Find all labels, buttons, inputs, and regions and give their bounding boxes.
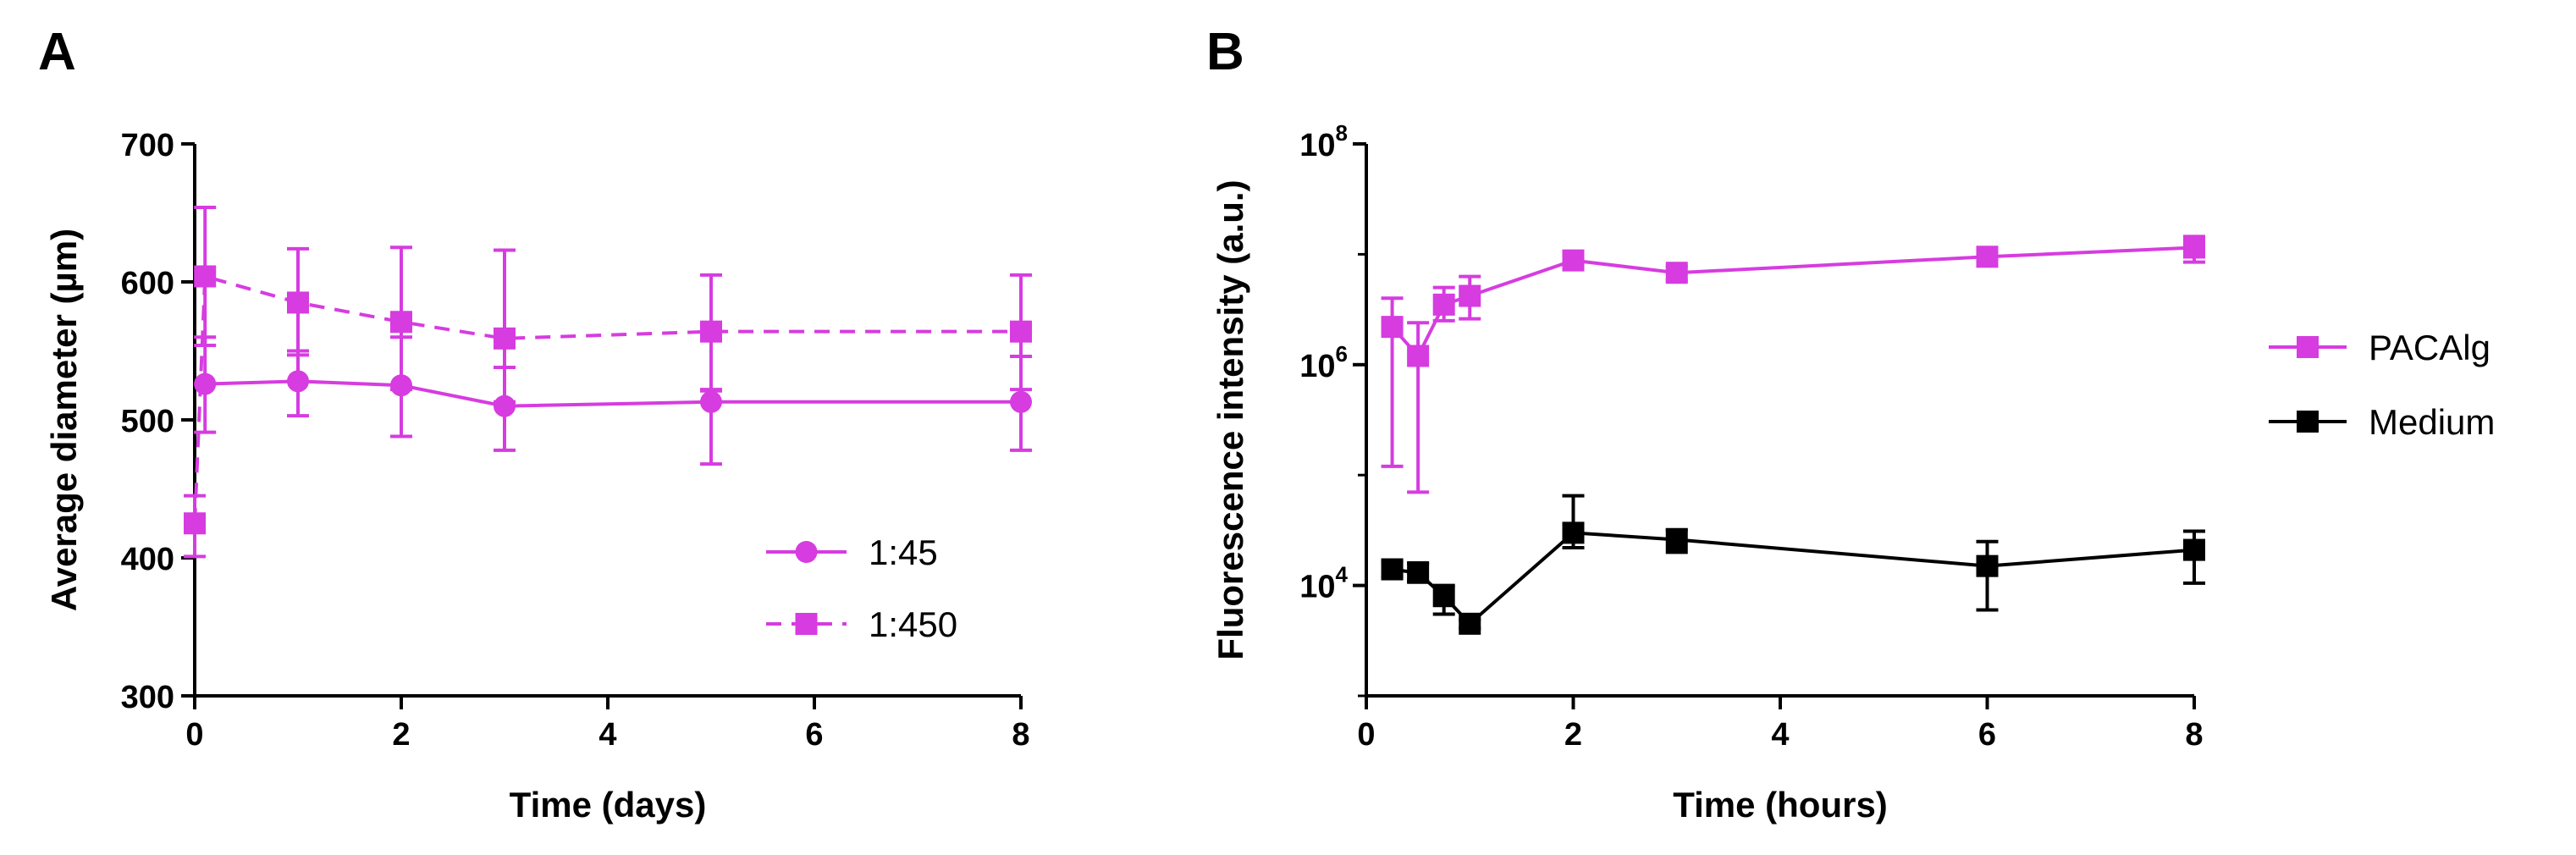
legend-pacalg: PACAlg xyxy=(2269,328,2491,367)
series-1-450-point-1 xyxy=(194,265,217,288)
y-axis-label: Average diameter (µm) xyxy=(44,229,84,611)
series-1-450 xyxy=(184,205,1032,559)
panel-letter-b: B xyxy=(1206,23,1244,81)
series-1-450-point-3 xyxy=(390,311,412,334)
series-medium-point-0 xyxy=(1381,558,1404,581)
y-tick-label-700: 700 xyxy=(121,128,174,163)
series-1-450-point-5 xyxy=(700,320,722,343)
series-pacalg xyxy=(1381,234,2205,494)
legend-medium-label: Medium xyxy=(2369,402,2495,442)
x-tick-label-4: 4 xyxy=(1771,717,1789,753)
series-1-45-point-5 xyxy=(1010,390,1032,413)
x-tick-label-6: 6 xyxy=(805,717,823,753)
series-medium-point-5 xyxy=(1665,528,1688,551)
series-1-45 xyxy=(194,335,1032,466)
legend-1-450: 1:450 xyxy=(766,604,957,644)
legend-1-450-marker xyxy=(795,613,818,635)
x-tick-label-4: 4 xyxy=(598,717,616,753)
series-medium-point-6 xyxy=(1976,554,1999,577)
series-1-45-point-4 xyxy=(700,390,722,413)
series-pacalg-point-3 xyxy=(1459,284,1481,307)
x-tick-label-8: 8 xyxy=(2185,717,2203,753)
legend-1-45: 1:45 xyxy=(766,532,938,572)
x-axis-label: Time (days) xyxy=(510,785,707,825)
legend-pacalg-marker xyxy=(2297,336,2319,358)
y-tick-label-500: 500 xyxy=(121,404,174,439)
series-1-450-line xyxy=(193,273,1021,524)
series-medium xyxy=(1381,494,2205,635)
chart-a: 0 2 4 6 8 300 400 500 600 700 Time (days) Average d… xyxy=(44,128,1032,825)
series-medium-point-2 xyxy=(1432,585,1455,608)
series-pacalg-point-2 xyxy=(1432,293,1455,316)
series-1-45-line xyxy=(205,379,1021,408)
series-pacalg-line xyxy=(1391,245,2195,360)
series-1-450-point-6 xyxy=(1010,320,1032,343)
x-tick-label-6: 6 xyxy=(1978,717,1996,753)
y-tick-label-400: 400 xyxy=(121,542,174,577)
x-tick-label-2: 2 xyxy=(392,717,410,753)
series-pacalg-point-1 xyxy=(1407,345,1430,367)
x-tick-label-0: 0 xyxy=(185,717,203,753)
panel-letter-a: A xyxy=(38,23,76,81)
y-tick-label-300: 300 xyxy=(121,680,174,715)
legend-1-45-label: 1:45 xyxy=(869,532,938,572)
series-medium-point-3 xyxy=(1459,612,1481,635)
series-medium-point-1 xyxy=(1407,561,1430,584)
legend-1-45-marker xyxy=(795,541,818,563)
legend-1-450-label: 1:450 xyxy=(869,604,957,644)
chart-b: 0 2 4 6 8 104 106 108 Time (hours) Fluorescence i… xyxy=(1211,120,2495,825)
legend-pacalg-label: PACAlg xyxy=(2369,328,2491,367)
series-1-450-point-4 xyxy=(494,327,516,350)
series-1-450-point-2 xyxy=(287,291,309,314)
series-pacalg-point-6 xyxy=(1976,245,1999,268)
x-axis-label: Time (hours) xyxy=(1673,785,1888,825)
y-tick-label-600: 600 xyxy=(121,266,174,301)
y-tick-exponent-2: 8 xyxy=(1336,120,1348,146)
x-tick-label-8: 8 xyxy=(1012,717,1029,753)
legend-medium-marker xyxy=(2297,411,2319,433)
series-1-45-point-0 xyxy=(194,372,217,395)
y-tick-label-1: 106 xyxy=(1299,341,1348,384)
y-axis-label: Fluorescence intensity (a.u.) xyxy=(1211,179,1250,659)
series-medium-point-4 xyxy=(1562,521,1585,544)
series-medium-line xyxy=(1392,531,2195,626)
series-1-45-point-1 xyxy=(287,370,309,393)
x-tick-label-0: 0 xyxy=(1357,717,1375,753)
series-pacalg-point-5 xyxy=(1665,262,1688,284)
series-medium-point-7 xyxy=(2183,538,2205,561)
series-pacalg-point-0 xyxy=(1381,316,1404,339)
legend-medium: Medium xyxy=(2269,402,2495,442)
y-tick-label-0: 104 xyxy=(1299,562,1348,605)
y-tick-exponent-1: 6 xyxy=(1336,341,1348,367)
x-tick-label-2: 2 xyxy=(1564,717,1582,753)
series-1-450-point-0 xyxy=(184,512,206,535)
series-pacalg-point-4 xyxy=(1562,249,1585,272)
series-pacalg-point-7 xyxy=(2183,236,2205,259)
y-tick-exponent-0: 4 xyxy=(1336,562,1349,587)
y-tick-label-2: 108 xyxy=(1299,120,1348,163)
